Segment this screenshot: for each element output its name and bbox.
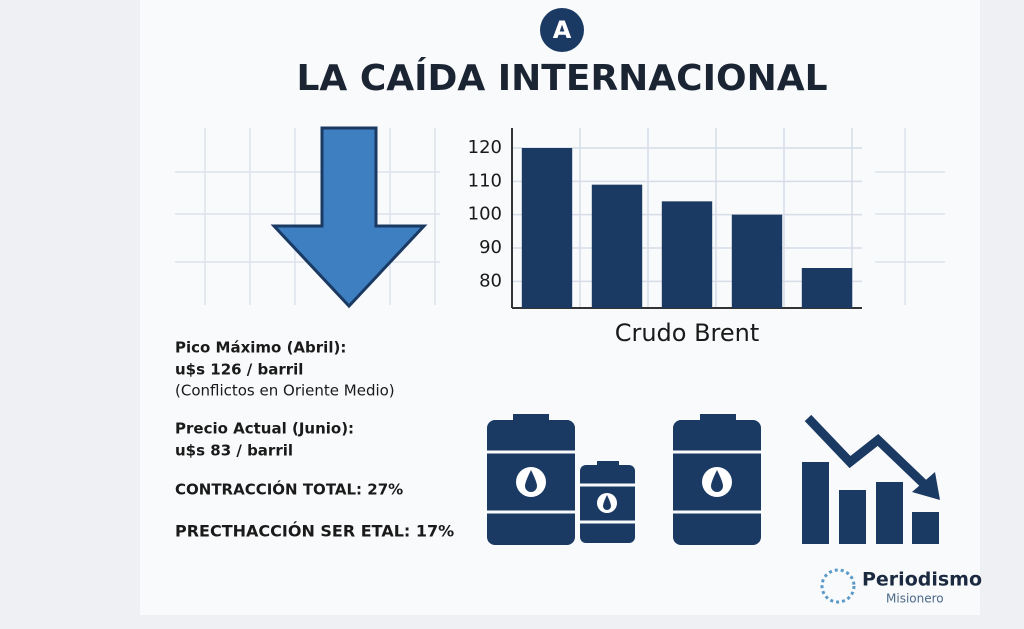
y-tick-label: 110: [468, 170, 502, 191]
logo-name: Periodismo: [862, 569, 982, 591]
stat: CONTRACCIÓN TOTAL: 27%: [175, 480, 403, 499]
y-tick-label: 90: [479, 237, 502, 258]
logo-tagline: Misionero: [886, 592, 944, 606]
y-tick-label: 120: [468, 137, 502, 158]
stat: PRECTHACCIÓN SER ETAL: 17%: [175, 522, 454, 541]
logo: Periodismo Misionero: [820, 568, 982, 606]
bar: [801, 268, 853, 308]
fact-value: u$s 83 / barril: [175, 442, 293, 460]
fact-label: Pico Máximo (Abril):: [175, 339, 346, 357]
fact-note: (Conflictos en Oriente Medio): [175, 382, 395, 400]
barrel-icons: [487, 414, 940, 545]
badge-circle: [540, 8, 584, 52]
title: LA CAÍDA INTERNACIONAL: [296, 57, 827, 99]
bar: [731, 214, 783, 308]
down-arrow: [270, 126, 428, 309]
fact-value: u$s 126 / barril: [175, 361, 303, 379]
bar: [521, 148, 573, 308]
x-axis-label: Crudo Brent: [615, 319, 760, 347]
bar: [591, 184, 643, 308]
y-tick-label: 80: [479, 270, 502, 291]
bar: [661, 201, 713, 308]
badge: A: [553, 16, 572, 44]
y-tick-label: 100: [468, 204, 502, 225]
fact-label: Precio Actual (Junio):: [175, 420, 354, 438]
